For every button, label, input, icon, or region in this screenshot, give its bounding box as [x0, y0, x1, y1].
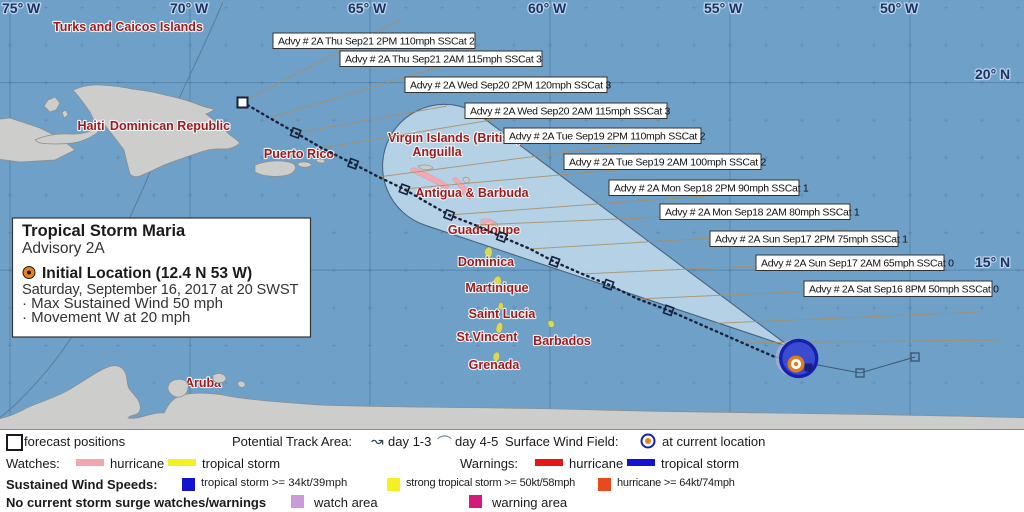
svg-text:Barbados: Barbados: [533, 334, 591, 348]
svg-text:Virgin Islands (British): Virgin Islands (British): [388, 131, 521, 145]
svg-text:65° W: 65° W: [348, 0, 387, 16]
svg-text:Anguilla: Anguilla: [412, 145, 462, 159]
svg-text:Advy # 2A Mon Sep18 2PM 90mph: Advy # 2A Mon Sep18 2PM 90mph SSCat 1: [614, 183, 809, 195]
svg-text:Turks and Caicos Islands: Turks and Caicos Islands: [53, 20, 203, 34]
svg-text:Initial Location (12.4 N 53 W): Initial Location (12.4 N 53 W): [42, 265, 252, 282]
svg-text:Advy # 2A Mon Sep18 2AM 80mph: Advy # 2A Mon Sep18 2AM 80mph SSCat 1: [665, 207, 860, 219]
svg-text:Advy # 2A Tue Sep19 2PM 110mp: Advy # 2A Tue Sep19 2PM 110mph SSCat 2: [509, 131, 706, 143]
svg-text:55° W: 55° W: [704, 0, 743, 16]
svg-text:Antigua & Barbuda: Antigua & Barbuda: [415, 186, 529, 200]
svg-text:Tropical Storm Maria: Tropical Storm Maria: [22, 222, 186, 240]
svg-text:Advisory 2A: Advisory 2A: [22, 240, 105, 257]
svg-text:50° W: 50° W: [880, 0, 919, 16]
svg-text:Saint Lucia: Saint Lucia: [469, 307, 537, 321]
svg-text:20° N: 20° N: [975, 66, 1010, 82]
svg-text:Advy # 2A Tue Sep19 2AM 100mp: Advy # 2A Tue Sep19 2AM 100mph SSCat 2: [569, 157, 766, 169]
svg-text:Advy # 2A Thu Sep21 2AM 115mp: Advy # 2A Thu Sep21 2AM 115mph SSCat 3: [345, 54, 542, 66]
svg-text:Grenada: Grenada: [469, 358, 521, 372]
svg-text:Advy # 2A Sat Sep16 8PM 50mph: Advy # 2A Sat Sep16 8PM 50mph SSCat 0: [809, 284, 999, 296]
svg-text:Advy # 2A Thu Sep21 2PM 110mp: Advy # 2A Thu Sep21 2PM 110mph SSCat 2: [278, 36, 475, 48]
svg-text:60° W: 60° W: [528, 0, 567, 16]
svg-text:75° W: 75° W: [2, 0, 41, 16]
svg-text:· Movement W at 20 mph: · Movement W at 20 mph: [22, 309, 190, 326]
svg-text:Puerto Rico: Puerto Rico: [264, 147, 335, 161]
svg-text:15° N: 15° N: [975, 254, 1010, 270]
svg-text:Haiti: Haiti: [77, 119, 104, 133]
svg-text:St.Vincent: St.Vincent: [457, 330, 519, 344]
svg-text:Dominican Republic: Dominican Republic: [110, 119, 230, 133]
svg-text:Advy # 2A Wed Sep20 2PM 120mp: Advy # 2A Wed Sep20 2PM 120mph SSCat 3: [410, 80, 611, 92]
svg-text:Dominica: Dominica: [458, 255, 515, 269]
svg-text:Advy # 2A Sun Sep17 2PM 75mph: Advy # 2A Sun Sep17 2PM 75mph SSCat 1: [715, 234, 908, 246]
svg-text:Advy # 2A Sun Sep17 2AM 65mph: Advy # 2A Sun Sep17 2AM 65mph SSCat 0: [761, 258, 954, 270]
svg-text:70° W: 70° W: [170, 0, 209, 16]
svg-text:Martinique: Martinique: [465, 281, 528, 295]
svg-text:Advy # 2A Wed Sep20 2AM 115mp: Advy # 2A Wed Sep20 2AM 115mph SSCat 3: [470, 106, 671, 118]
